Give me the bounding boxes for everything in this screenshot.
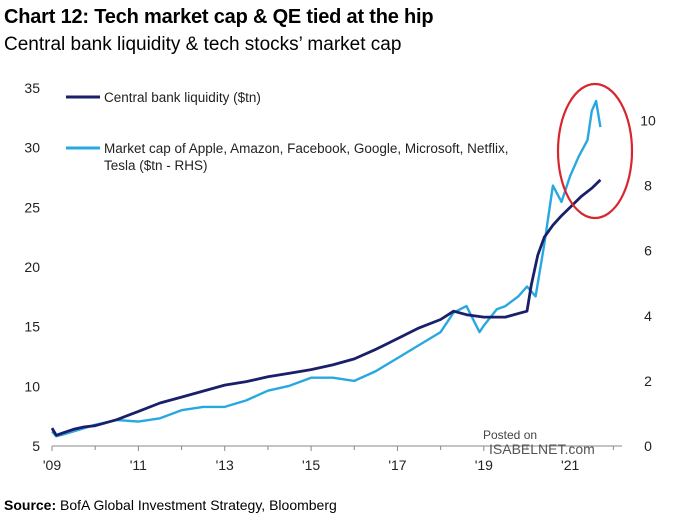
y-right-tick-label: 4 bbox=[644, 308, 652, 324]
legend-label-liquidity: Central bank liquidity ($tn) bbox=[104, 90, 261, 105]
y-right-tick-label: 10 bbox=[640, 113, 656, 129]
y-left-tick-label: 5 bbox=[32, 438, 40, 454]
source-label: Source: bbox=[4, 497, 57, 513]
watermark-line1: Posted on bbox=[483, 428, 538, 442]
chart-subtitle: Central bank liquidity & tech stocks’ ma… bbox=[4, 34, 402, 55]
series-lines bbox=[50, 99, 602, 438]
y-right-tick-label: 2 bbox=[644, 373, 652, 389]
series-line-market-cap bbox=[51, 99, 602, 438]
x-tick-label: '13 bbox=[216, 457, 234, 473]
source-text: BofA Global Investment Strategy, Bloombe… bbox=[60, 497, 337, 513]
y-left-tick-label: 25 bbox=[24, 199, 40, 215]
watermark-line2: ISABELNET.com bbox=[489, 441, 595, 457]
annotations bbox=[556, 82, 634, 220]
series-line-central-bank-liquidity bbox=[50, 178, 602, 437]
legend-label-market-cap: Market cap of Apple, Amazon, Facebook, G… bbox=[104, 141, 508, 173]
x-tick-label: '17 bbox=[388, 457, 406, 473]
x-tick-label: '09 bbox=[43, 457, 61, 473]
line-chart: '09 '11 '13 '15 '17 '19 '21 5 10 15 20 25 30 35 0 2 4 6 8 1… bbox=[24, 80, 656, 473]
y-right-tick-label: 8 bbox=[644, 178, 652, 194]
source-note: Source: BofA Global Investment Strategy,… bbox=[4, 497, 337, 513]
highlight-circle bbox=[556, 82, 634, 220]
y-left-tick-label: 20 bbox=[24, 259, 40, 275]
y-left-tick-label: 15 bbox=[24, 319, 40, 335]
axes: '09 '11 '13 '15 '17 '19 '21 5 10 15 20 25 30 35 0 2 4 6 8 1… bbox=[24, 80, 656, 473]
y-right-tick-label: 6 bbox=[644, 243, 652, 259]
x-tick-label: '21 bbox=[561, 457, 579, 473]
legend: Central bank liquidity ($tn) Market cap o… bbox=[66, 90, 508, 173]
x-tick-label: '15 bbox=[302, 457, 320, 473]
y-left-tick-label: 35 bbox=[24, 80, 40, 96]
x-tick-label: '19 bbox=[475, 457, 493, 473]
watermark: Posted on ISABELNET.com bbox=[483, 428, 595, 456]
y-left-tick-label: 10 bbox=[24, 378, 40, 394]
y-right-tick-label: 0 bbox=[644, 438, 652, 454]
y-left-tick-label: 30 bbox=[24, 140, 40, 156]
chart-title: Chart 12: Tech market cap & QE tied at t… bbox=[4, 6, 434, 28]
x-tick-label: '11 bbox=[130, 457, 147, 473]
